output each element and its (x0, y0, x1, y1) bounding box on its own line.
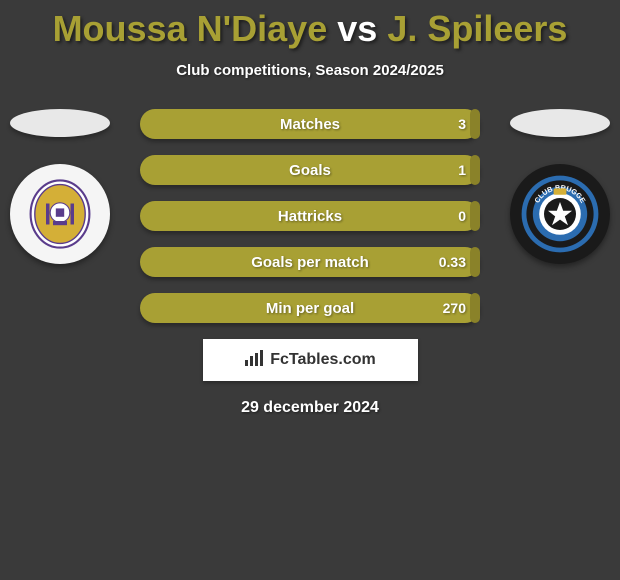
stat-fill (470, 247, 480, 277)
stat-row-hattricks: Hattricks 0 (140, 201, 480, 231)
stat-value-right: 0.33 (439, 254, 466, 270)
stat-row-goals: Goals 1 (140, 155, 480, 185)
stat-row-goals-per-match: Goals per match 0.33 (140, 247, 480, 277)
stat-fill (470, 293, 480, 323)
stat-fill (470, 109, 480, 139)
stat-fill (470, 155, 480, 185)
player2-avatar-placeholder (510, 109, 610, 137)
stat-row-matches: Matches 3 (140, 109, 480, 139)
player1-avatar-placeholder (10, 109, 110, 137)
stat-label: Hattricks (278, 208, 342, 225)
stat-label: Matches (280, 116, 340, 133)
player2-club-logo: CLUB BRUGGE (510, 164, 610, 264)
stat-value-right: 1 (458, 162, 466, 178)
date-text: 29 december 2024 (0, 399, 620, 417)
chart-icon (244, 350, 264, 371)
stat-label: Goals (289, 162, 331, 179)
watermark-text: FcTables.com (270, 351, 376, 369)
watermark: FcTables.com (203, 339, 418, 381)
stat-value-right: 0 (458, 208, 466, 224)
subtitle: Club competitions, Season 2024/2025 (0, 62, 620, 79)
player1-name: Moussa N'Diaye (53, 8, 328, 49)
stat-value-right: 3 (458, 116, 466, 132)
stat-value-right: 270 (443, 300, 466, 316)
player2-name: J. Spileers (387, 8, 567, 49)
player1-club-logo (10, 164, 110, 264)
player1-avatar-container (10, 109, 110, 137)
anderlecht-crest-icon (25, 179, 95, 249)
comparison-title: Moussa N'Diaye vs J. Spileers (0, 0, 620, 50)
stat-fill (470, 201, 480, 231)
player2-avatar-container (510, 109, 610, 137)
club-brugge-crest-icon: CLUB BRUGGE (520, 174, 600, 254)
stat-row-min-per-goal: Min per goal 270 (140, 293, 480, 323)
stats-container: Matches 3 Goals 1 Hattricks 0 Goals per … (140, 109, 480, 323)
vs-separator: vs (337, 8, 377, 49)
stat-label: Min per goal (266, 300, 354, 317)
stat-label: Goals per match (251, 254, 369, 271)
main-comparison-area: CLUB BRUGGE Matches 3 Goals 1 Hattricks … (0, 109, 620, 417)
